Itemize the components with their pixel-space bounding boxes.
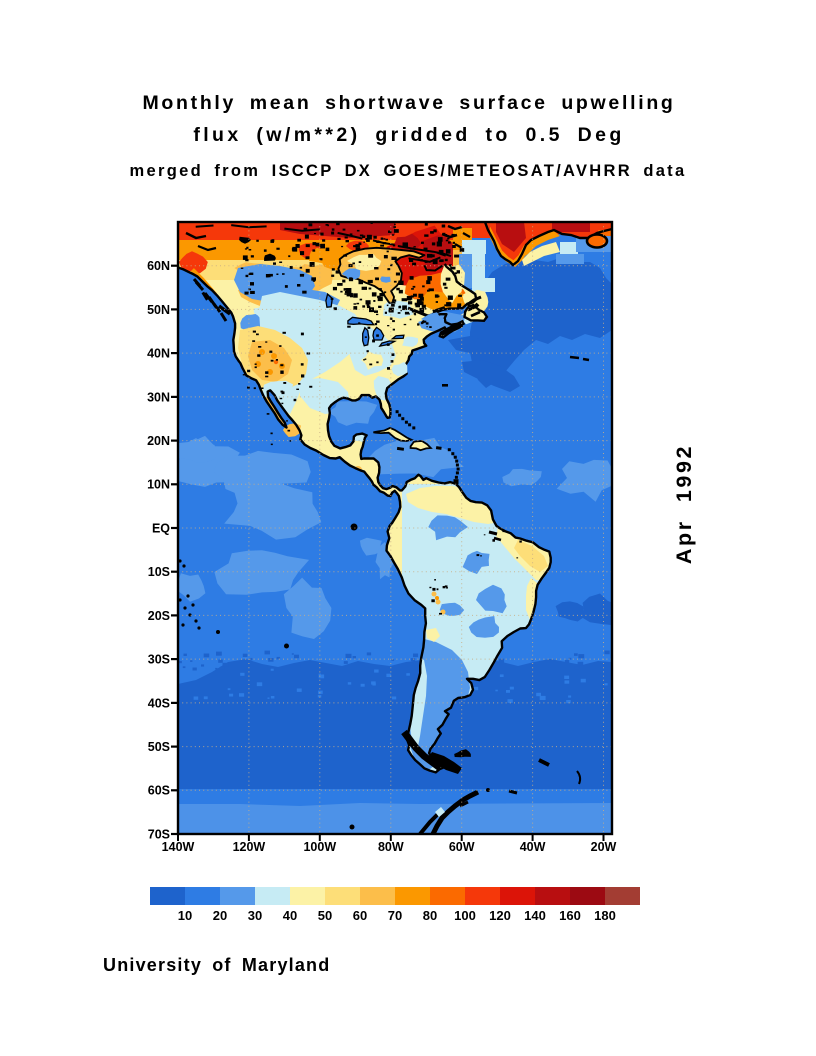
- svg-text:EQ: EQ: [152, 521, 170, 535]
- svg-text:80: 80: [423, 908, 437, 923]
- svg-text:50N: 50N: [147, 303, 170, 317]
- svg-text:10: 10: [178, 908, 192, 923]
- svg-text:160: 160: [559, 908, 581, 923]
- svg-text:70: 70: [388, 908, 402, 923]
- svg-text:60: 60: [353, 908, 367, 923]
- svg-text:40S: 40S: [148, 696, 170, 710]
- svg-text:60N: 60N: [147, 259, 170, 273]
- svg-text:70S: 70S: [148, 827, 170, 841]
- svg-text:100: 100: [454, 908, 476, 923]
- svg-text:140: 140: [524, 908, 546, 923]
- svg-text:40: 40: [283, 908, 297, 923]
- svg-text:30S: 30S: [148, 653, 170, 667]
- svg-text:flux (w/m**2) gridded to 0.5 D: flux (w/m**2) gridded to 0.5 Deg: [193, 124, 624, 146]
- svg-text:40W: 40W: [520, 840, 546, 854]
- svg-text:30: 30: [248, 908, 262, 923]
- svg-text:Apr 1992: Apr 1992: [672, 444, 696, 564]
- svg-text:10S: 10S: [148, 565, 170, 579]
- svg-text:40N: 40N: [147, 347, 170, 361]
- svg-text:30N: 30N: [147, 390, 170, 404]
- svg-text:20W: 20W: [591, 840, 617, 854]
- svg-text:120: 120: [489, 908, 511, 923]
- svg-text:60S: 60S: [148, 784, 170, 798]
- svg-text:180: 180: [594, 908, 616, 923]
- svg-text:140W: 140W: [162, 840, 195, 854]
- svg-text:20S: 20S: [148, 609, 170, 623]
- svg-text:50: 50: [318, 908, 332, 923]
- svg-text:10N: 10N: [147, 478, 170, 492]
- svg-text:20N: 20N: [147, 434, 170, 448]
- svg-text:120W: 120W: [233, 840, 266, 854]
- svg-text:50S: 50S: [148, 740, 170, 754]
- svg-text:20: 20: [213, 908, 227, 923]
- svg-text:80W: 80W: [378, 840, 404, 854]
- svg-text:merged from ISCCP DX GOES/METE: merged from ISCCP DX GOES/METEOSAT/AVHRR…: [130, 162, 687, 180]
- svg-text:University of Maryland: University of Maryland: [103, 955, 330, 975]
- svg-text:60W: 60W: [449, 840, 475, 854]
- svg-text:100W: 100W: [303, 840, 336, 854]
- svg-text:Monthly mean shortwave surface: Monthly mean shortwave surface upwelling: [142, 92, 675, 114]
